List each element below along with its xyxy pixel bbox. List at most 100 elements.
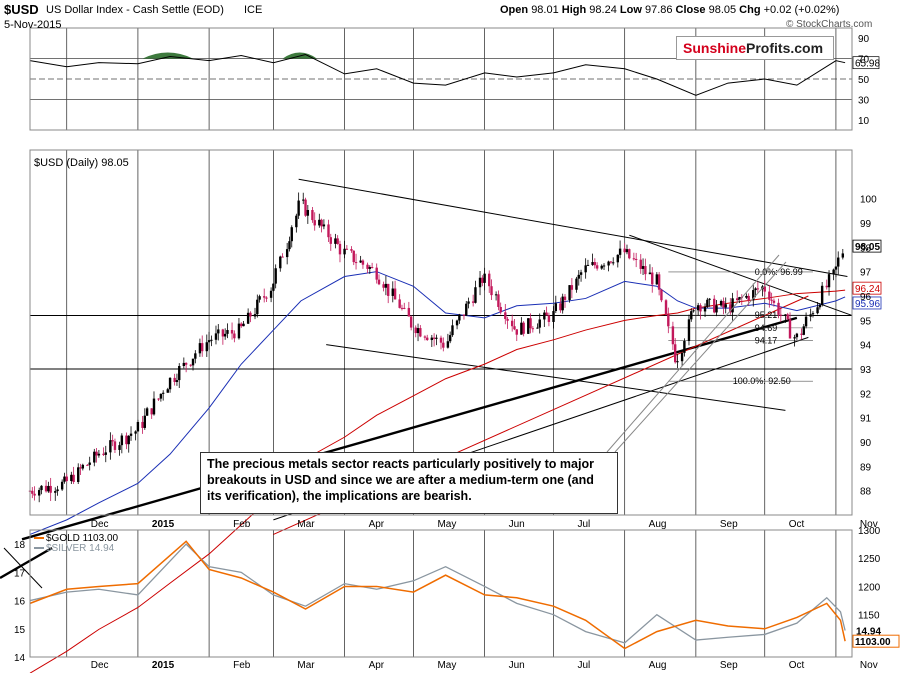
open-value: 98.01 xyxy=(531,4,559,16)
rsi-last-value: 65.98 xyxy=(855,59,880,70)
gold-last-box xyxy=(852,634,900,648)
candle-body xyxy=(462,314,466,316)
price-y-tick: 97 xyxy=(860,268,872,279)
candle-body xyxy=(290,227,293,242)
candle-body xyxy=(47,485,50,492)
rsi-y-tick: 10 xyxy=(858,116,870,127)
candle-body xyxy=(230,330,234,334)
candle-body xyxy=(352,250,355,263)
candle-body xyxy=(129,433,133,436)
candle-body xyxy=(834,266,838,270)
candle-body xyxy=(784,314,787,316)
candle-body xyxy=(398,299,401,308)
candle-body xyxy=(159,393,163,399)
candle-body xyxy=(152,398,156,415)
candle-body xyxy=(768,291,771,300)
price-y-tick: 94 xyxy=(860,341,872,352)
candle-body xyxy=(288,241,291,250)
candle-body xyxy=(263,296,266,298)
candle-body xyxy=(455,320,459,326)
candle-body xyxy=(54,491,57,493)
candle-body xyxy=(60,481,64,490)
candle-body xyxy=(384,283,388,288)
trend-line xyxy=(21,316,798,541)
candle-body xyxy=(703,306,707,312)
candle-body xyxy=(593,262,597,266)
candle-body xyxy=(779,314,783,316)
candle-body xyxy=(568,285,571,300)
price-y-tick: 99 xyxy=(860,219,872,230)
candle-body xyxy=(811,313,815,315)
candle-body xyxy=(825,285,828,288)
trend-line xyxy=(326,344,786,411)
gold-line xyxy=(29,540,846,650)
candle-body xyxy=(816,307,819,314)
candle-body xyxy=(414,327,417,334)
candle-body xyxy=(818,305,822,308)
candle-body xyxy=(446,341,450,348)
candle-body xyxy=(109,440,112,453)
candle-body xyxy=(338,243,342,255)
candle-body xyxy=(95,451,98,456)
x-tick-label: Sep xyxy=(720,660,738,671)
x-tick-label: Jul xyxy=(578,660,591,671)
candle-body xyxy=(242,323,245,327)
rsi-y-tick: 70 xyxy=(858,55,870,66)
annotation-callout: The precious metals sector reacts partic… xyxy=(200,452,618,514)
candle-body xyxy=(439,337,443,343)
candle-body xyxy=(458,314,461,321)
x-tick-label: Oct xyxy=(789,519,805,530)
candle-body xyxy=(708,298,711,300)
candle-body xyxy=(715,305,718,313)
candle-body xyxy=(724,304,727,308)
candle-body xyxy=(706,299,709,307)
candle-body xyxy=(345,248,349,250)
candle-body xyxy=(772,300,776,303)
candle-body xyxy=(33,493,36,496)
candle-body xyxy=(809,314,812,317)
candle-body xyxy=(343,248,346,255)
gold-y-tick: 1200 xyxy=(858,582,881,593)
candle-body xyxy=(370,267,374,269)
candle-body xyxy=(102,453,105,455)
candle-body xyxy=(118,445,121,450)
candle-body xyxy=(543,312,546,320)
candle-body xyxy=(692,310,695,312)
candle-body xyxy=(657,274,661,290)
rsi-overbought-fill xyxy=(142,52,194,59)
candle-body xyxy=(426,337,429,341)
price-last-box xyxy=(852,281,882,295)
candle-body xyxy=(618,248,622,255)
x-tick-label: 2015 xyxy=(152,660,175,671)
candle-body xyxy=(655,274,659,285)
candle-body xyxy=(327,224,330,238)
candle-body xyxy=(191,358,195,366)
candle-body xyxy=(577,274,580,279)
candle-body xyxy=(31,490,34,494)
candle-body xyxy=(494,294,498,296)
candle-body xyxy=(559,303,562,311)
close-value: 98.05 xyxy=(708,4,737,16)
x-tick-label: Dec xyxy=(91,660,109,671)
candle-body xyxy=(382,284,385,288)
silver-line xyxy=(29,543,846,644)
candle-body xyxy=(166,389,169,393)
candle-body xyxy=(648,272,652,275)
low-value: 97.86 xyxy=(644,4,673,16)
candle-body xyxy=(214,333,218,340)
gold-y-tick: 1250 xyxy=(858,554,881,565)
candle-body xyxy=(285,249,289,258)
candle-body xyxy=(832,269,835,275)
candle-body xyxy=(145,408,149,416)
candle-body xyxy=(600,265,603,269)
candle-body xyxy=(510,320,514,327)
x-tick-label: Aug xyxy=(649,519,667,530)
candle-body xyxy=(575,278,578,290)
candle-body xyxy=(143,415,147,428)
candle-body xyxy=(820,285,824,306)
candle-body xyxy=(423,336,427,338)
candle-body xyxy=(552,311,555,322)
candle-body xyxy=(786,314,789,320)
candle-body xyxy=(233,333,236,339)
candle-body xyxy=(664,300,668,315)
